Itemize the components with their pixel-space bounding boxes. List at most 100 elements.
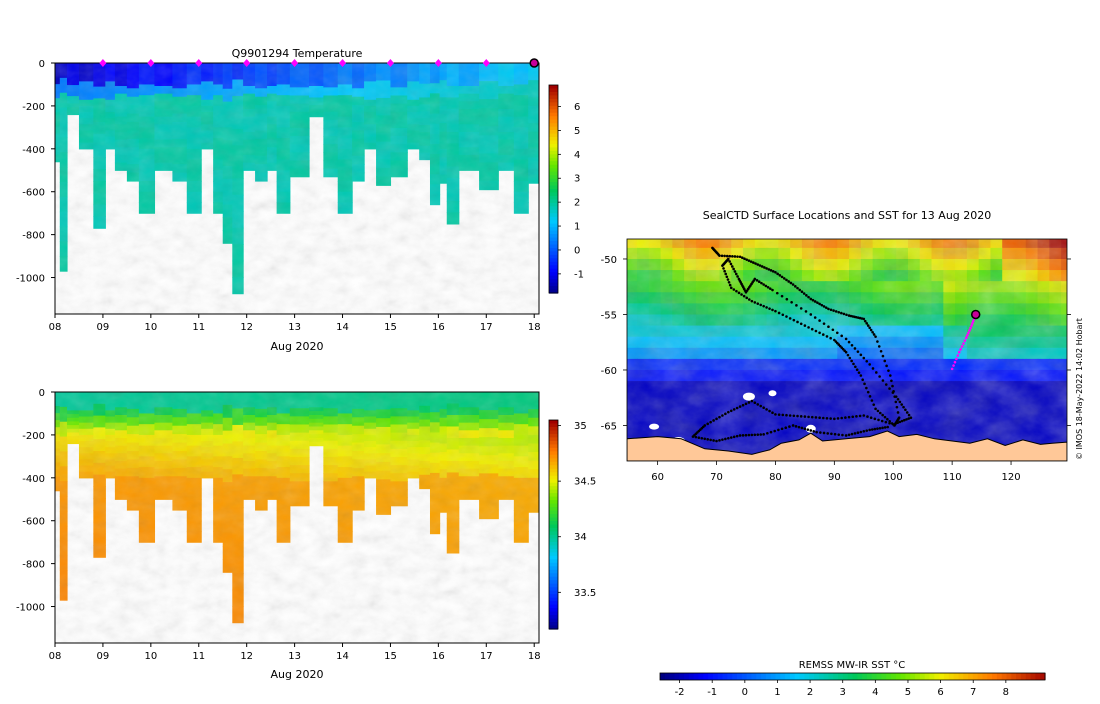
salinity-colorbar-swatch <box>549 538 558 543</box>
sst-colorbar-swatch <box>732 673 738 680</box>
temperature-colorbar-swatch <box>549 178 558 183</box>
salinity-colorbar-swatch <box>549 580 558 585</box>
seal-track-point <box>725 254 729 258</box>
sst-colorbar-swatch <box>1030 673 1036 680</box>
seal-track-point <box>766 285 770 289</box>
sst-colorbar-swatch <box>789 673 796 680</box>
seal-track-point <box>802 292 806 295</box>
seal-track-point <box>799 322 803 326</box>
seal-track-point <box>728 260 731 263</box>
seal-track-point <box>780 427 784 431</box>
sst-colorbar-swatch <box>905 673 911 680</box>
seal-track-point <box>788 425 791 428</box>
seal-track-point <box>724 412 727 416</box>
recent-track-point <box>955 357 958 361</box>
sst-colorbar-swatch <box>765 673 772 680</box>
seal-track-point <box>760 265 764 268</box>
temperature-colorbar-swatch <box>549 137 558 142</box>
recent-track-point <box>964 336 968 340</box>
sst-colorbar-swatch <box>785 673 791 680</box>
seal-track-point <box>898 420 902 424</box>
salinity-x-tick-label: 16 <box>432 651 445 662</box>
salinity-colorbar-swatch <box>549 479 558 484</box>
salinity-colorbar-swatch <box>549 625 558 630</box>
seal-track-point <box>757 280 761 284</box>
temperature-colorbar-swatch <box>549 209 558 214</box>
temperature-colorbar-label: 2 <box>574 198 580 209</box>
seal-track-point <box>865 386 868 390</box>
seal-track-point <box>769 430 773 434</box>
sst-colorbar-swatch <box>972 673 979 680</box>
seal-track-point <box>796 414 799 418</box>
recent-track-point <box>953 360 957 364</box>
seal-track-point <box>709 438 712 442</box>
seal-track-point <box>877 345 881 348</box>
seal-track-point <box>888 387 891 390</box>
temperature-colorbar: 6 5 4 3 2 1 0 -1 <box>548 84 584 294</box>
seal-track-point <box>871 367 875 370</box>
seal-track-point <box>894 422 897 425</box>
seal-track-point <box>788 414 792 417</box>
seal-track-point <box>836 417 840 420</box>
seal-track-point <box>762 283 765 286</box>
seal-track-point <box>798 288 802 292</box>
temperature-colorbar-label: 3 <box>574 174 580 185</box>
seal-track-point <box>763 266 766 269</box>
seal-track-point <box>880 419 884 423</box>
map-lon-label: 80 <box>769 472 782 483</box>
temperature-colorbar-swatch <box>549 175 558 180</box>
temperature-colorbar-label: -1 <box>574 269 584 280</box>
seal-track-point <box>876 340 879 343</box>
temperature-colorbar-swatch <box>549 182 558 187</box>
sst-colorbar-swatch <box>693 673 700 680</box>
salinity-colorbar-swatch <box>549 608 558 613</box>
seal-track-point <box>847 415 851 419</box>
salinity-axes: 08 09 10 11 12 13 14 15 16 17 18 0 -200 -400 -600 -800 -… <box>16 388 541 662</box>
surface-profile-marker <box>99 59 107 67</box>
seal-track-point <box>709 420 712 424</box>
sst-colorbar-swatch <box>943 673 950 680</box>
recent-track-point <box>962 342 965 345</box>
seal-track-point <box>837 433 841 436</box>
salinity-colorbar-swatch <box>549 507 558 512</box>
sst-colorbar-swatch <box>712 673 719 680</box>
salinity-colorbar-swatch <box>549 514 558 519</box>
salinity-colorbar-swatch <box>549 587 558 592</box>
temperature-colorbar-swatch <box>549 133 558 138</box>
temperature-colorbar-swatch <box>549 237 558 242</box>
seal-track-point <box>907 417 911 420</box>
seal-track-point <box>816 301 819 304</box>
sst-colorbar-swatch <box>794 673 801 680</box>
salinity-y-tick-label: -200 <box>22 431 45 442</box>
seal-track-point <box>847 340 851 344</box>
seal-track-point <box>888 421 891 425</box>
seal-track-point <box>753 277 757 281</box>
salinity-colorbar: 35 34.5 34 33.5 <box>548 419 596 630</box>
sst-colorbar-swatch <box>886 673 892 680</box>
seal-track-point <box>811 298 815 302</box>
salinity-colorbar-swatch <box>549 440 558 445</box>
seal-track-point <box>812 430 816 433</box>
seal-track-point <box>895 405 899 409</box>
sst-colorbar-swatch <box>780 673 786 680</box>
sst-colorbar-swatch <box>1006 673 1012 680</box>
sst-colorbar-swatch <box>857 673 863 680</box>
salinity-x-tick-label: 08 <box>49 651 62 662</box>
salinity-colorbar-swatch <box>549 433 558 439</box>
temperature-colorbar-swatch <box>549 157 558 162</box>
salinity-y-tick-label: -400 <box>22 474 45 485</box>
seal-track-point <box>879 349 883 353</box>
seal-track-point <box>848 356 852 360</box>
seal-track-point <box>865 322 869 325</box>
seal-track-point <box>753 301 757 304</box>
temperature-y-tick-label: -600 <box>22 188 45 199</box>
seal-track-point <box>718 439 721 442</box>
seal-track-point <box>740 293 743 296</box>
seal-track-point <box>728 283 732 287</box>
recent-track-point <box>967 331 970 335</box>
seal-track-point <box>884 420 888 424</box>
seal-track-point <box>759 433 763 436</box>
map-lat-label: -55 <box>601 310 617 321</box>
salinity-x-tick-label: 09 <box>97 651 110 662</box>
seal-track-point <box>723 269 726 273</box>
